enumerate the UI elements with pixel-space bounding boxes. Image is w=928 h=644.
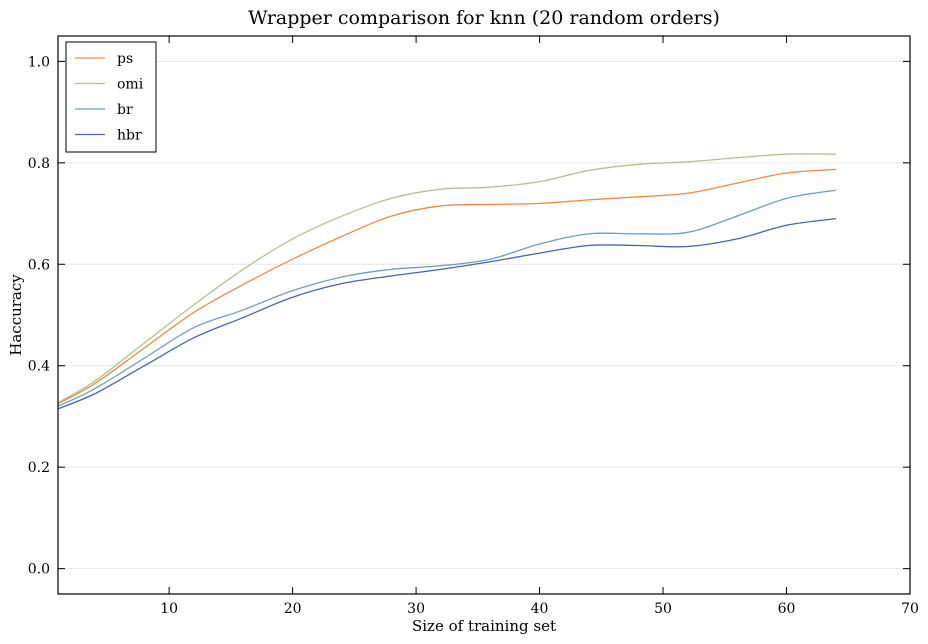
y-tick-label: 0.4 [28,359,50,375]
legend-label-ps: ps [117,51,133,67]
x-tick-label: 60 [778,601,796,617]
legend: ps omi br hbr [65,41,157,153]
legend-label-br: br [117,102,133,118]
chart-title: Wrapper comparison for knn (20 random or… [248,7,720,29]
y-tick-label: 0.8 [28,156,50,172]
x-axis-label: Size of training set [412,617,556,635]
x-tick-label: 30 [407,601,425,617]
series-line-omi [57,153,836,404]
y-tick-label: 0.6 [28,257,50,273]
series-lines [57,153,837,410]
legend-label-omi: omi [117,77,144,93]
x-tick-label: 70 [901,601,919,617]
series-line-br [57,189,837,407]
plot-frame [57,35,911,595]
x-tick-label: 20 [284,601,302,617]
y-tick-label: 0.0 [28,562,50,578]
x-tick-label: 50 [654,601,672,617]
legend-box [65,41,157,153]
gridlines [58,60,910,570]
y-tick-label: 1.0 [28,54,50,70]
y-axis-label: Haccuracy [7,274,25,356]
x-tick-label: 10 [160,601,178,617]
axis-ticks: 0.0 0.2 0.4 0.6 0.8 1.0 10 20 30 40 50 60 70 [28,36,919,617]
y-tick-label: 0.2 [28,460,50,476]
series-line-hbr [57,217,836,410]
legend-label-hbr: hbr [117,128,142,144]
series-line-ps [57,168,836,405]
x-tick-label: 40 [531,601,549,617]
